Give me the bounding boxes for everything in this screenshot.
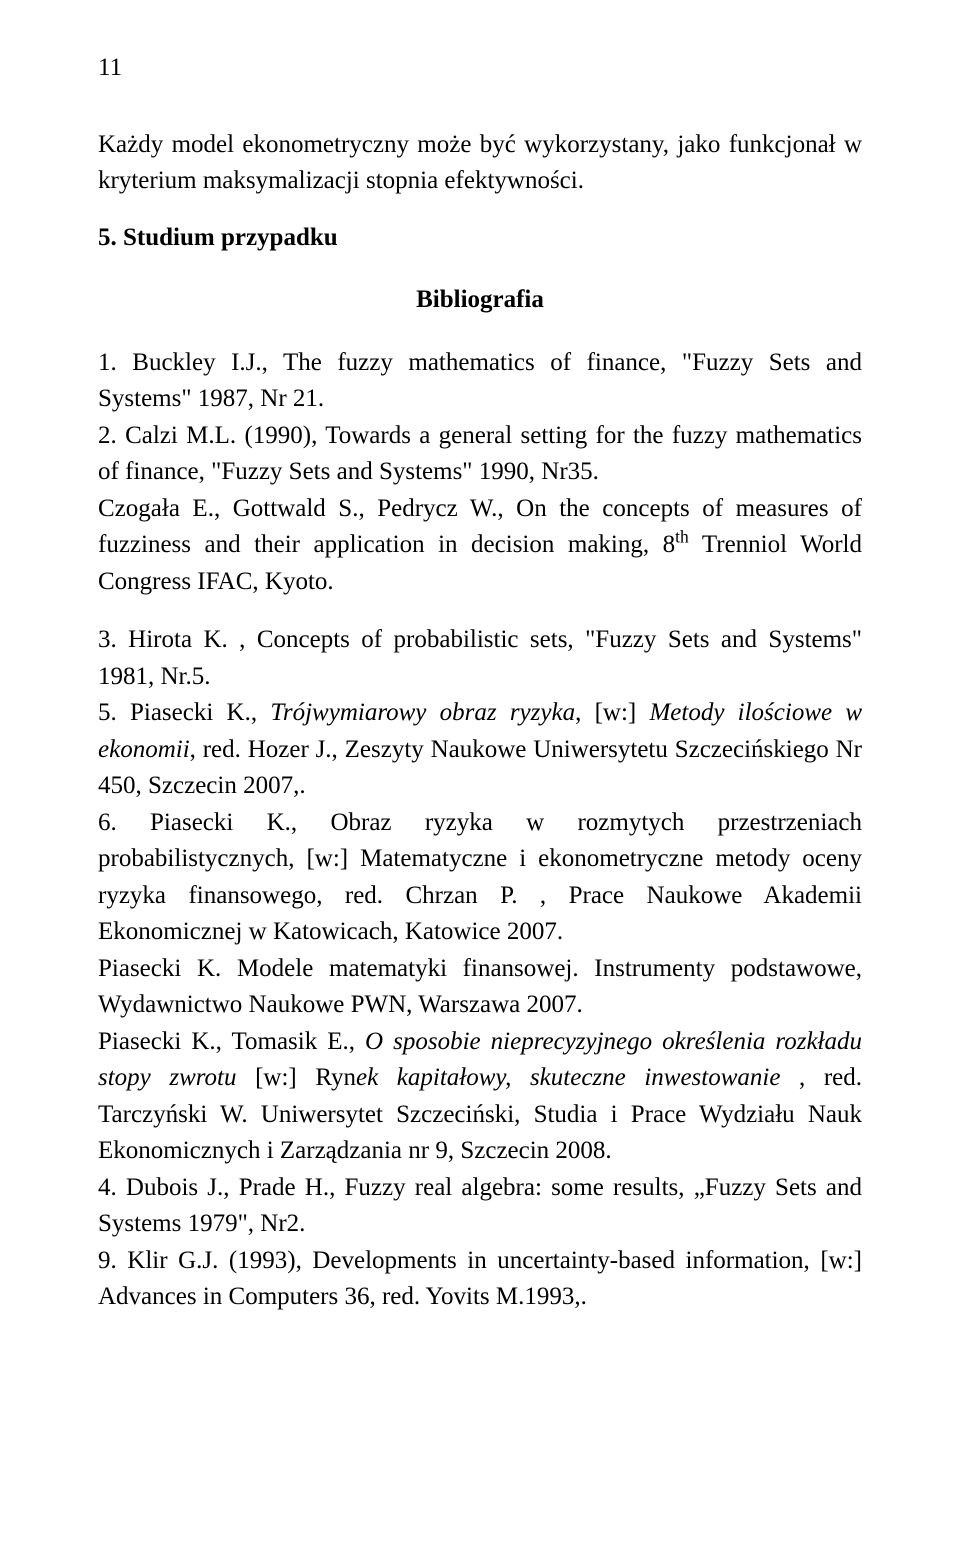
reference-entry: 1. Buckley I.J., The fuzzy mathematics o… bbox=[98, 345, 862, 418]
reference-entry: 3. Hirota K. , Concepts of probabilistic… bbox=[98, 622, 862, 695]
reference-text: , red. Hozer J., Zeszyty Naukowe Uniwers… bbox=[98, 736, 862, 800]
reference-entry: 6. Piasecki K., Obraz ryzyka w rozmytych… bbox=[98, 805, 862, 951]
page-container: 11 Każdy model ekonometryczny może być w… bbox=[0, 0, 960, 1556]
reference-italic: ek kapitałowy, skuteczne inwestowanie bbox=[356, 1064, 780, 1091]
section-heading: 5. Studium przypadku bbox=[98, 220, 862, 257]
bibliography-heading: Bibliografia bbox=[98, 282, 862, 319]
reference-italic: Trójwymiarowy obraz ryzyka bbox=[270, 699, 575, 726]
reference-text: 5. Piasecki K., bbox=[98, 699, 270, 726]
page-number: 11 bbox=[98, 50, 862, 87]
reference-text: , [w:] bbox=[575, 699, 649, 726]
ordinal-superscript: th bbox=[675, 527, 689, 547]
reference-entry: 9. Klir G.J. (1993), Developments in unc… bbox=[98, 1243, 862, 1316]
reference-entry: Piasecki K., Tomasik E., O sposobie niep… bbox=[98, 1024, 862, 1170]
reference-entry: Piasecki K. Modele matematyki finansowej… bbox=[98, 951, 862, 1024]
reference-text: Piasecki K., Tomasik E., bbox=[98, 1028, 365, 1055]
reference-entry: Czogała E., Gottwald S., Pedrycz W., On … bbox=[98, 491, 862, 601]
reference-entry: 2. Calzi M.L. (1990), Towards a general … bbox=[98, 418, 862, 491]
body-paragraph: Każdy model ekonometryczny może być wyko… bbox=[98, 127, 862, 200]
reference-entry: 4. Dubois J., Prade H., Fuzzy real algeb… bbox=[98, 1170, 862, 1243]
reference-text: [w:] Ryn bbox=[237, 1064, 357, 1091]
reference-entry: 5. Piasecki K., Trójwymiarowy obraz ryzy… bbox=[98, 695, 862, 805]
